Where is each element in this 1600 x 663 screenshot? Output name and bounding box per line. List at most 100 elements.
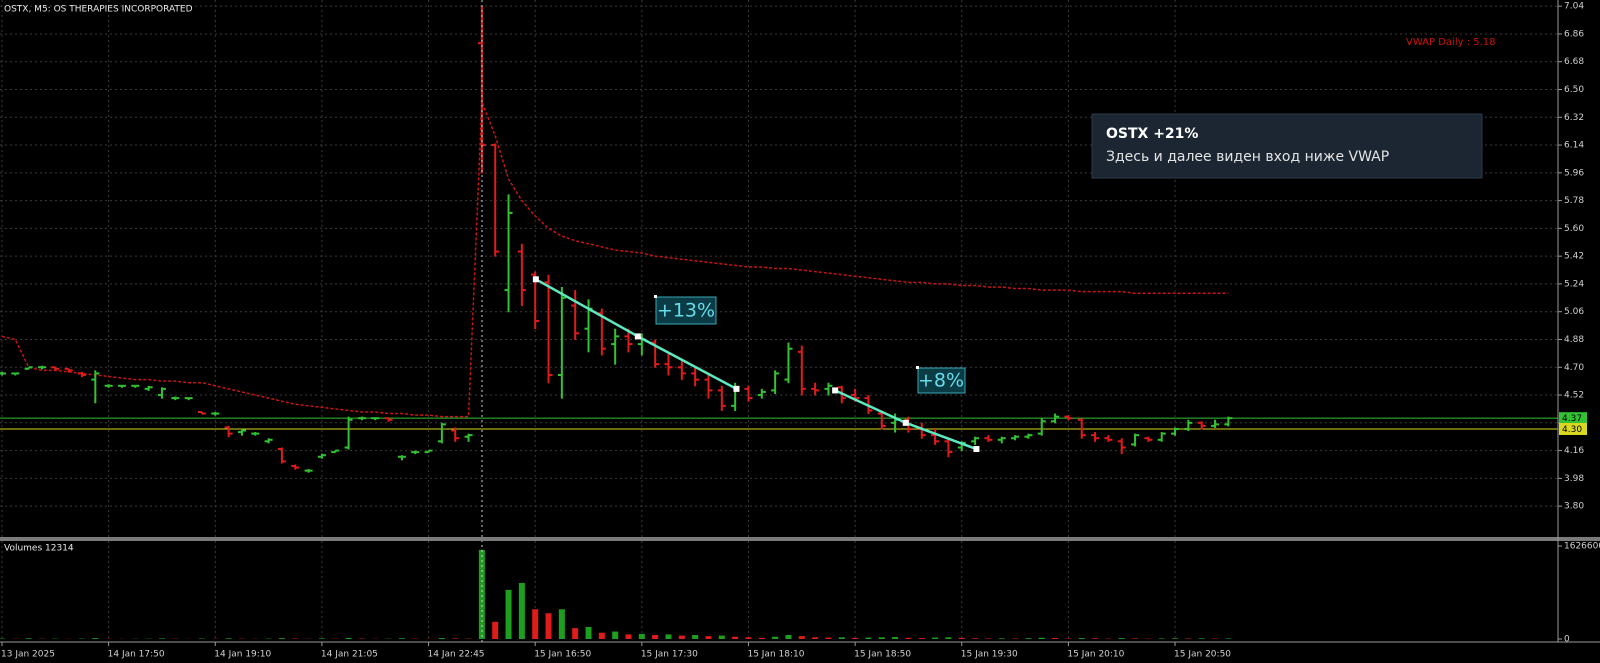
volume-bar xyxy=(972,638,979,639)
vwap-line xyxy=(1,101,1229,418)
annotation-8: +8% xyxy=(916,366,966,394)
x-tick-label: 15 Jan 19:30 xyxy=(961,650,1018,660)
volume-bar xyxy=(838,637,845,639)
y-tick-label: 5.24 xyxy=(1564,279,1584,289)
volume-bar xyxy=(1118,638,1125,639)
volume-bar xyxy=(772,636,779,639)
volume-bar xyxy=(438,638,445,639)
annotation-box xyxy=(917,367,966,394)
volume-bar xyxy=(398,638,405,639)
volume-bar xyxy=(678,635,685,639)
volume-bar xyxy=(865,637,872,639)
x-tick-label: 15 Jan 20:10 xyxy=(1067,650,1124,660)
volume-bar xyxy=(1132,638,1139,639)
note-background xyxy=(1091,113,1483,179)
volume-bar xyxy=(1158,638,1165,639)
volume-bar xyxy=(798,636,805,639)
price-label-box xyxy=(1559,422,1587,435)
volume-bar xyxy=(878,637,885,639)
volume-bar xyxy=(758,637,765,639)
volume-title: Volumes 12314 xyxy=(4,544,74,554)
price-label: 4.37 xyxy=(1562,414,1582,424)
volume-bar xyxy=(1172,638,1179,639)
y-tick-label: 6.50 xyxy=(1564,85,1584,95)
x-tick-label: 14 Jan 17:50 xyxy=(108,650,165,660)
volume-bar xyxy=(1198,638,1205,639)
chart-title: OSTX, M5: OS THERAPIES INCORPORATED xyxy=(4,5,193,15)
volume-bar xyxy=(558,609,565,639)
y-tick-label: 4.88 xyxy=(1564,335,1584,345)
volume-bar xyxy=(892,636,899,639)
price-label-box xyxy=(1559,412,1587,425)
y-tick-label: 6.32 xyxy=(1564,113,1584,123)
volume-bar xyxy=(612,631,619,639)
trend-point xyxy=(532,276,539,283)
x-tick-label: 15 Jan 16:50 xyxy=(534,650,591,660)
volume-bar xyxy=(225,638,232,639)
volume-bar xyxy=(585,626,592,639)
volume-bar xyxy=(278,638,285,639)
y-tick-label: 6.14 xyxy=(1564,141,1584,151)
annotation-text: +8% xyxy=(918,370,964,392)
y-tick-label: 3.80 xyxy=(1564,502,1584,512)
y-tick-label: 4.70 xyxy=(1564,363,1584,373)
volume-bar xyxy=(505,589,512,639)
volume-bar xyxy=(718,635,725,639)
volume-bar xyxy=(705,636,712,639)
volume-bar xyxy=(852,637,859,639)
volume-bar xyxy=(492,621,499,639)
volume-bar xyxy=(25,638,32,639)
volume-bar xyxy=(532,609,539,639)
x-tick-label: 13 Jan 2025 xyxy=(1,650,55,660)
plot-area xyxy=(0,0,1558,641)
volume-bar xyxy=(785,634,792,639)
x-tick-label: 14 Jan 22:45 xyxy=(428,650,485,660)
volume-bar xyxy=(745,637,752,639)
trend-point xyxy=(634,333,641,340)
volume-bar xyxy=(545,613,552,639)
volume-bar xyxy=(1052,637,1059,639)
volume-bar xyxy=(918,638,925,639)
trend-point xyxy=(973,446,980,453)
note-box: OSTX +21% Здесь и далее виден вход ниже … xyxy=(1091,113,1483,179)
y-tick-label: 1626600 xyxy=(1564,542,1600,552)
x-tick-label: 15 Jan 17:30 xyxy=(641,650,698,660)
volume-bar xyxy=(692,634,699,639)
volume-bar xyxy=(638,633,645,639)
y-tick-label: 3.98 xyxy=(1564,474,1584,484)
volume-bar xyxy=(985,638,992,639)
trend-point xyxy=(902,419,909,426)
x-tick-label: 15 Jan 20:50 xyxy=(1174,650,1231,660)
annotation-box xyxy=(655,296,717,325)
trend-point xyxy=(733,385,740,392)
volume-bar xyxy=(1078,638,1085,639)
volume-bar xyxy=(1065,638,1072,639)
y-tick-label: 6.68 xyxy=(1564,57,1584,67)
y-tick-label: 4.16 xyxy=(1564,446,1584,456)
volume-bar xyxy=(598,632,605,639)
volume-bar xyxy=(478,549,485,639)
volume-bar xyxy=(825,637,832,639)
panel-separator xyxy=(0,537,1600,541)
volume-bar xyxy=(945,637,952,639)
volume-bar xyxy=(625,634,632,639)
y-tick-label: 5.96 xyxy=(1564,168,1584,178)
volume-bar xyxy=(345,637,352,639)
x-tick-label: 14 Jan 19:10 xyxy=(214,650,271,660)
y-tick-label: 5.42 xyxy=(1564,252,1584,262)
volume-bar xyxy=(998,638,1005,639)
anchor-dot xyxy=(916,366,919,369)
volume-bar xyxy=(812,637,819,639)
price-label: 4.30 xyxy=(1562,425,1582,435)
volume-bar xyxy=(665,634,672,639)
x-tick-label: 15 Jan 18:50 xyxy=(854,650,911,660)
y-tick-label: 5.60 xyxy=(1564,224,1584,234)
volume-bar xyxy=(452,638,459,639)
volume-bar xyxy=(958,637,965,639)
note-title: OSTX +21% xyxy=(1106,126,1198,142)
volume-bar xyxy=(905,637,912,639)
y-tick-label: 7.04 xyxy=(1564,2,1584,12)
